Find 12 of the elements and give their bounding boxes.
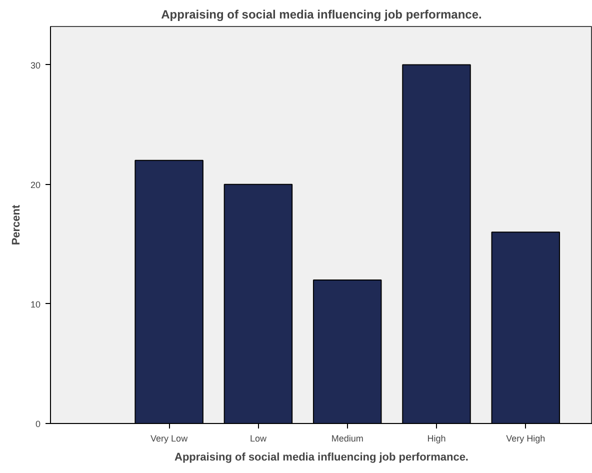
y-axis-title: Percent	[10, 204, 22, 246]
x-tick-label: Medium	[331, 434, 364, 444]
y-tick-label: 30	[30, 60, 41, 70]
x-tick-label: High	[427, 434, 446, 444]
chart-title: Appraising of social media influencing job performance.	[161, 8, 482, 22]
x-axis-title: Appraising of social media influencing job performance.	[174, 452, 469, 464]
x-tick-label: Very Low	[150, 434, 188, 444]
y-tick-label: 10	[30, 299, 41, 310]
x-tick-label: Very High	[506, 434, 546, 444]
x-tick-label: Low	[250, 434, 267, 444]
y-tick-label: 0	[35, 419, 41, 429]
y-tick-label: 20	[30, 180, 41, 190]
